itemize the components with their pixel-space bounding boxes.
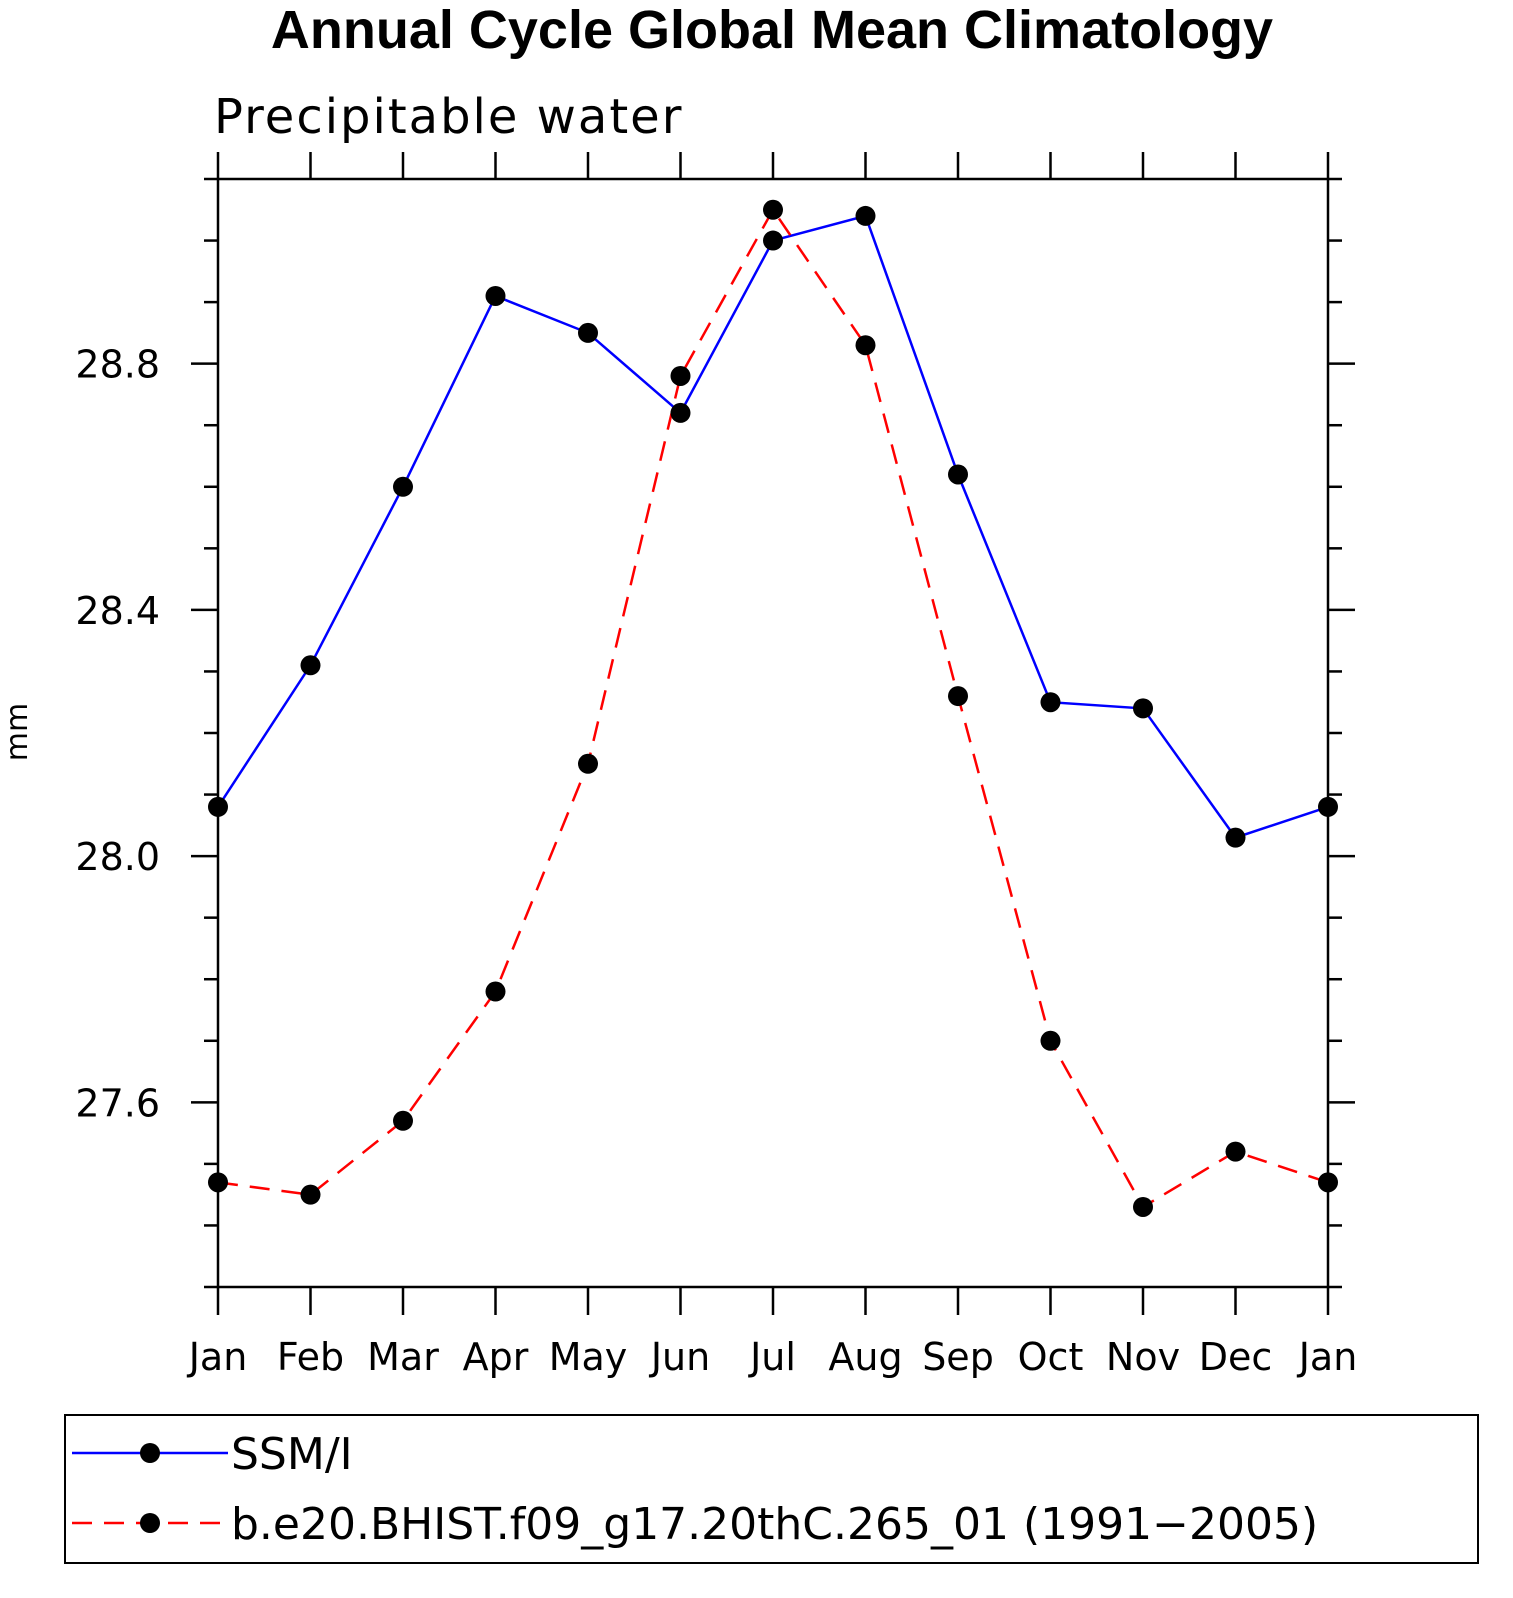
data-point-series-0 (1318, 796, 1338, 817)
x-tick-label: Oct (1018, 1335, 1084, 1379)
series-markers (208, 199, 1338, 1217)
y-tick-label: 28.8 (75, 343, 160, 387)
data-point-series-0 (300, 655, 321, 676)
data-point-series-1 (1133, 1196, 1153, 1217)
legend-marker-ssmi (140, 1443, 160, 1463)
x-tick-label: Jun (649, 1335, 710, 1379)
data-point-series-0 (393, 476, 413, 497)
chart-subtitle: Precipitable water (214, 89, 683, 145)
x-tick-label: Jul (748, 1335, 796, 1379)
y-tick-label: 27.6 (75, 1081, 160, 1125)
data-point-series-1 (208, 1172, 228, 1193)
data-point-series-1 (855, 335, 876, 356)
x-tick-label: Mar (367, 1335, 439, 1379)
legend-label-model: b.e20.BHIST.f09_g17.20thC.265_01 (1991−2… (231, 1499, 1318, 1550)
data-point-series-0 (1133, 698, 1153, 719)
series-line-0 (216, 214, 1329, 840)
data-point-series-0 (578, 322, 598, 343)
y-tick-label: 28.4 (75, 589, 160, 633)
data-point-series-1 (300, 1184, 321, 1205)
legend-box (64, 1414, 1479, 1564)
y-axis-label: mm (0, 703, 35, 761)
top-x-ticks (216, 152, 1330, 179)
x-tick-label: Feb (277, 1335, 344, 1379)
data-point-series-1 (578, 753, 598, 774)
data-point-series-0 (208, 796, 228, 817)
data-point-series-1 (1318, 1172, 1338, 1193)
x-tick-label: Apr (463, 1335, 529, 1379)
data-point-series-0 (485, 285, 506, 306)
left-y-ticks (191, 177, 218, 1289)
x-tick-label: Nov (1106, 1335, 1180, 1379)
legend: SSM/I b.e20.BHIST.f09_g17.20thC.265_01 (… (64, 1414, 1479, 1564)
data-point-series-0 (1040, 692, 1061, 713)
data-point-series-1 (1225, 1141, 1246, 1162)
data-point-series-1 (1040, 1030, 1061, 1051)
data-point-series-0 (948, 464, 968, 485)
bottom-x-ticks (216, 1287, 1330, 1315)
legend-marker-model (140, 1513, 160, 1533)
x-tick-labels: Jan Feb Mar Apr May Jun Jul Aug Sep Oct Nov Dec Jan (187, 1335, 1358, 1379)
data-point-series-0 (855, 205, 876, 226)
data-point-series-1 (763, 199, 783, 220)
y-tick-labels: 27.6 28.0 28.4 28.8 (75, 343, 160, 1126)
x-tick-label: Sep (922, 1335, 994, 1379)
legend-label-ssmi: SSM/I (231, 1429, 353, 1480)
x-tick-label: Jan (187, 1335, 248, 1379)
x-tick-label: Aug (828, 1335, 902, 1379)
chart-title: Annual Cycle Global Mean Climatology (271, 0, 1273, 60)
x-tick-label: Jan (1297, 1335, 1358, 1379)
y-tick-label: 28.0 (75, 835, 160, 879)
data-point-series-1 (670, 365, 691, 386)
x-tick-label: Dec (1199, 1335, 1273, 1379)
data-point-series-1 (393, 1110, 413, 1131)
data-point-series-0 (670, 402, 691, 423)
x-tick-label: May (549, 1335, 628, 1379)
series-line-1 (217, 207, 1329, 1209)
data-point-series-0 (1225, 827, 1246, 848)
data-point-series-0 (763, 230, 783, 251)
data-point-series-1 (948, 686, 968, 707)
data-point-series-1 (485, 981, 506, 1002)
right-y-ticks (1328, 177, 1355, 1289)
series-lines (216, 207, 1329, 1209)
